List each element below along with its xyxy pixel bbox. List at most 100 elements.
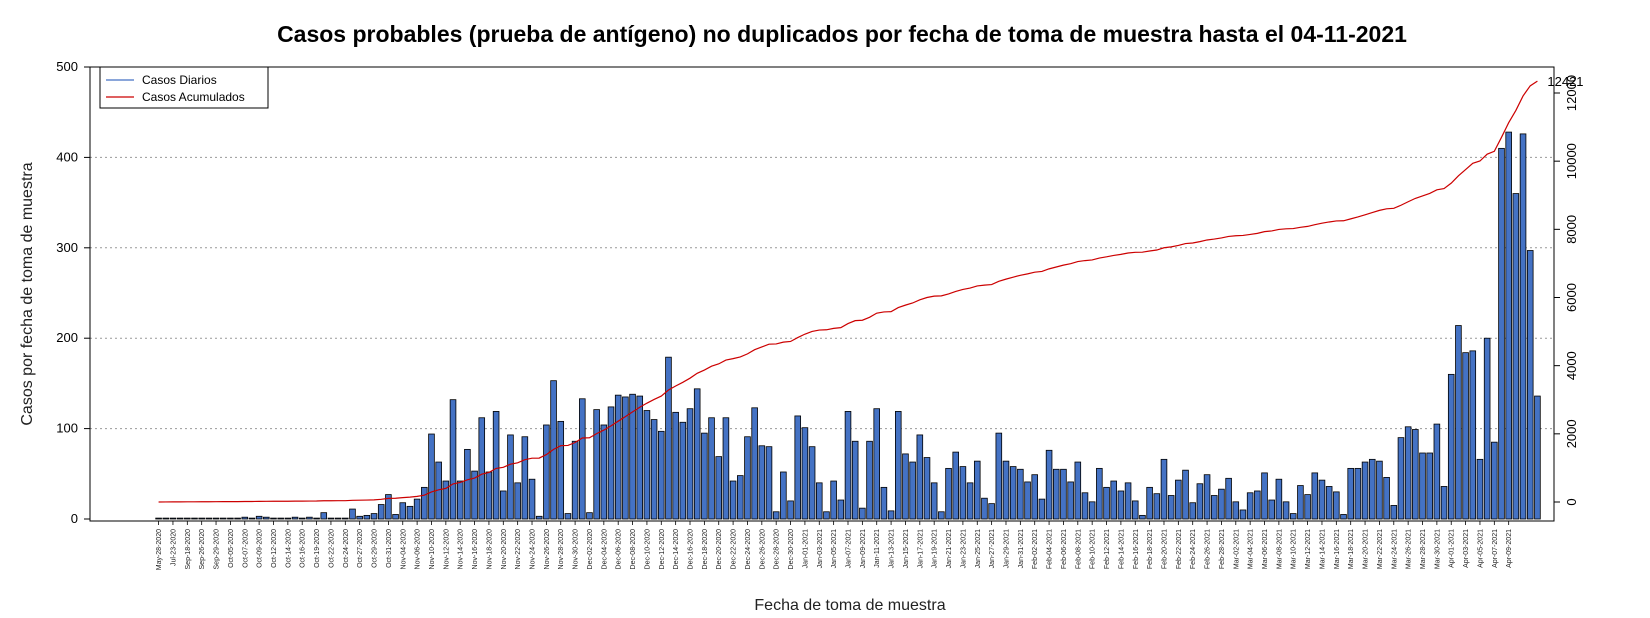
bar bbox=[212, 517, 220, 520]
y-tick-label: 200 bbox=[56, 330, 78, 345]
bar bbox=[535, 515, 543, 520]
x-tick-label: Jan-05-2021 bbox=[831, 529, 838, 568]
x-tick-label: Feb-12-2021 bbox=[1104, 529, 1111, 569]
x-tick-label: Mar-10-2021 bbox=[1291, 529, 1298, 569]
bar bbox=[176, 517, 184, 520]
bar bbox=[816, 482, 823, 520]
x-tick-label: Apr-07-2021 bbox=[1492, 529, 1499, 568]
bar bbox=[614, 394, 622, 520]
bar bbox=[586, 512, 593, 520]
y2-tick-label: 4000 bbox=[1564, 351, 1579, 380]
x-tick-label: Mar-12-2021 bbox=[1305, 529, 1312, 569]
x-tick-label: Mar-28-2021 bbox=[1420, 529, 1427, 569]
x-tick-label: Sep-26-2020 bbox=[199, 529, 206, 570]
x-tick-label: Mar-14-2021 bbox=[1319, 529, 1326, 569]
x-tick-label: Feb-04-2021 bbox=[1047, 529, 1054, 569]
bar bbox=[722, 417, 730, 520]
bar bbox=[895, 411, 902, 520]
bar bbox=[1519, 133, 1527, 520]
bar bbox=[672, 411, 679, 520]
bar bbox=[923, 457, 931, 520]
bar bbox=[945, 467, 952, 520]
bar bbox=[1426, 452, 1433, 520]
bar bbox=[385, 494, 392, 520]
x-tick-label: Nov-30-2020 bbox=[573, 529, 580, 570]
x-tick-label: Oct-05-2020 bbox=[228, 529, 235, 568]
bar bbox=[1038, 498, 1046, 520]
bar bbox=[679, 421, 687, 520]
bar bbox=[952, 451, 959, 520]
bar bbox=[787, 500, 794, 520]
chart-title: Casos probables (prueba de antígeno) no … bbox=[277, 21, 1407, 47]
x-tick-label: Dec-20-2020 bbox=[716, 529, 723, 570]
bar bbox=[284, 517, 292, 520]
x-tick-label: Nov-20-2020 bbox=[501, 529, 508, 570]
x-tick-label: Nov-12-2020 bbox=[443, 529, 450, 570]
legend-label-cumulative: Casos Acumulados bbox=[142, 90, 245, 104]
x-tick-label: Dec-30-2020 bbox=[788, 529, 795, 570]
x-tick-label: Mar-16-2021 bbox=[1334, 529, 1341, 569]
x-tick-label: Jul-23-2020 bbox=[170, 529, 177, 566]
bar bbox=[557, 420, 565, 520]
bar bbox=[1354, 467, 1362, 520]
bar bbox=[363, 514, 371, 520]
bar bbox=[1254, 490, 1261, 520]
y-tick-label: 300 bbox=[56, 240, 78, 255]
bar bbox=[1404, 426, 1412, 520]
bar bbox=[291, 516, 299, 520]
x-tick-label: Nov-22-2020 bbox=[515, 529, 522, 570]
bar bbox=[492, 411, 500, 520]
bar bbox=[169, 517, 177, 520]
bar bbox=[478, 417, 486, 520]
bar bbox=[1110, 480, 1117, 520]
bar bbox=[227, 517, 234, 520]
x-tick-label: Oct-19-2020 bbox=[314, 529, 321, 568]
x-tick-label: Dec-10-2020 bbox=[644, 529, 651, 570]
bar bbox=[1289, 513, 1297, 520]
bar bbox=[471, 470, 478, 520]
bar bbox=[1210, 495, 1218, 520]
bar bbox=[1196, 483, 1204, 520]
bar bbox=[205, 517, 213, 520]
bar bbox=[1447, 373, 1455, 520]
x-tick-label: Jan-23-2021 bbox=[960, 529, 967, 568]
x-tick-label: Oct-07-2020 bbox=[242, 529, 249, 568]
bar bbox=[823, 511, 830, 520]
x-tick-label: Nov-14-2020 bbox=[458, 529, 465, 570]
bar bbox=[1491, 441, 1498, 520]
cumulative-line bbox=[158, 80, 1538, 503]
bar bbox=[1189, 502, 1196, 520]
x-tick-label: Jan-25-2021 bbox=[975, 529, 982, 568]
bar bbox=[298, 517, 306, 520]
bar bbox=[571, 440, 579, 520]
bar bbox=[241, 516, 249, 520]
bar bbox=[693, 388, 701, 520]
bar bbox=[155, 517, 162, 520]
y2-tick-label: 0 bbox=[1564, 498, 1579, 505]
bar bbox=[449, 399, 457, 520]
bar bbox=[270, 517, 277, 520]
bar bbox=[1390, 505, 1398, 520]
x-tick-label: Jan-09-2021 bbox=[860, 529, 867, 568]
bar bbox=[780, 471, 787, 520]
x-tick-label: Feb-10-2021 bbox=[1090, 529, 1097, 569]
bar bbox=[916, 434, 924, 520]
bar bbox=[313, 517, 320, 520]
bar bbox=[507, 434, 514, 520]
y2-tick-label: 8000 bbox=[1564, 215, 1579, 244]
bar bbox=[973, 460, 981, 520]
x-tick-label: Jan-31-2021 bbox=[1018, 529, 1025, 568]
bar bbox=[650, 419, 658, 520]
x-tick-label: Jan-19-2021 bbox=[932, 529, 939, 568]
y-tick-label: 500 bbox=[56, 59, 78, 74]
bar bbox=[1060, 468, 1067, 520]
bar bbox=[1146, 486, 1153, 520]
x-tick-label: Feb-26-2021 bbox=[1205, 529, 1212, 569]
bar bbox=[528, 478, 536, 520]
x-tick-label: Dec-22-2020 bbox=[731, 529, 738, 570]
bar bbox=[1124, 482, 1132, 520]
bar bbox=[514, 482, 521, 520]
bar bbox=[1275, 478, 1283, 520]
x-tick-label: Mar-18-2021 bbox=[1348, 529, 1355, 569]
x-tick-label: Oct-27-2020 bbox=[357, 529, 364, 568]
